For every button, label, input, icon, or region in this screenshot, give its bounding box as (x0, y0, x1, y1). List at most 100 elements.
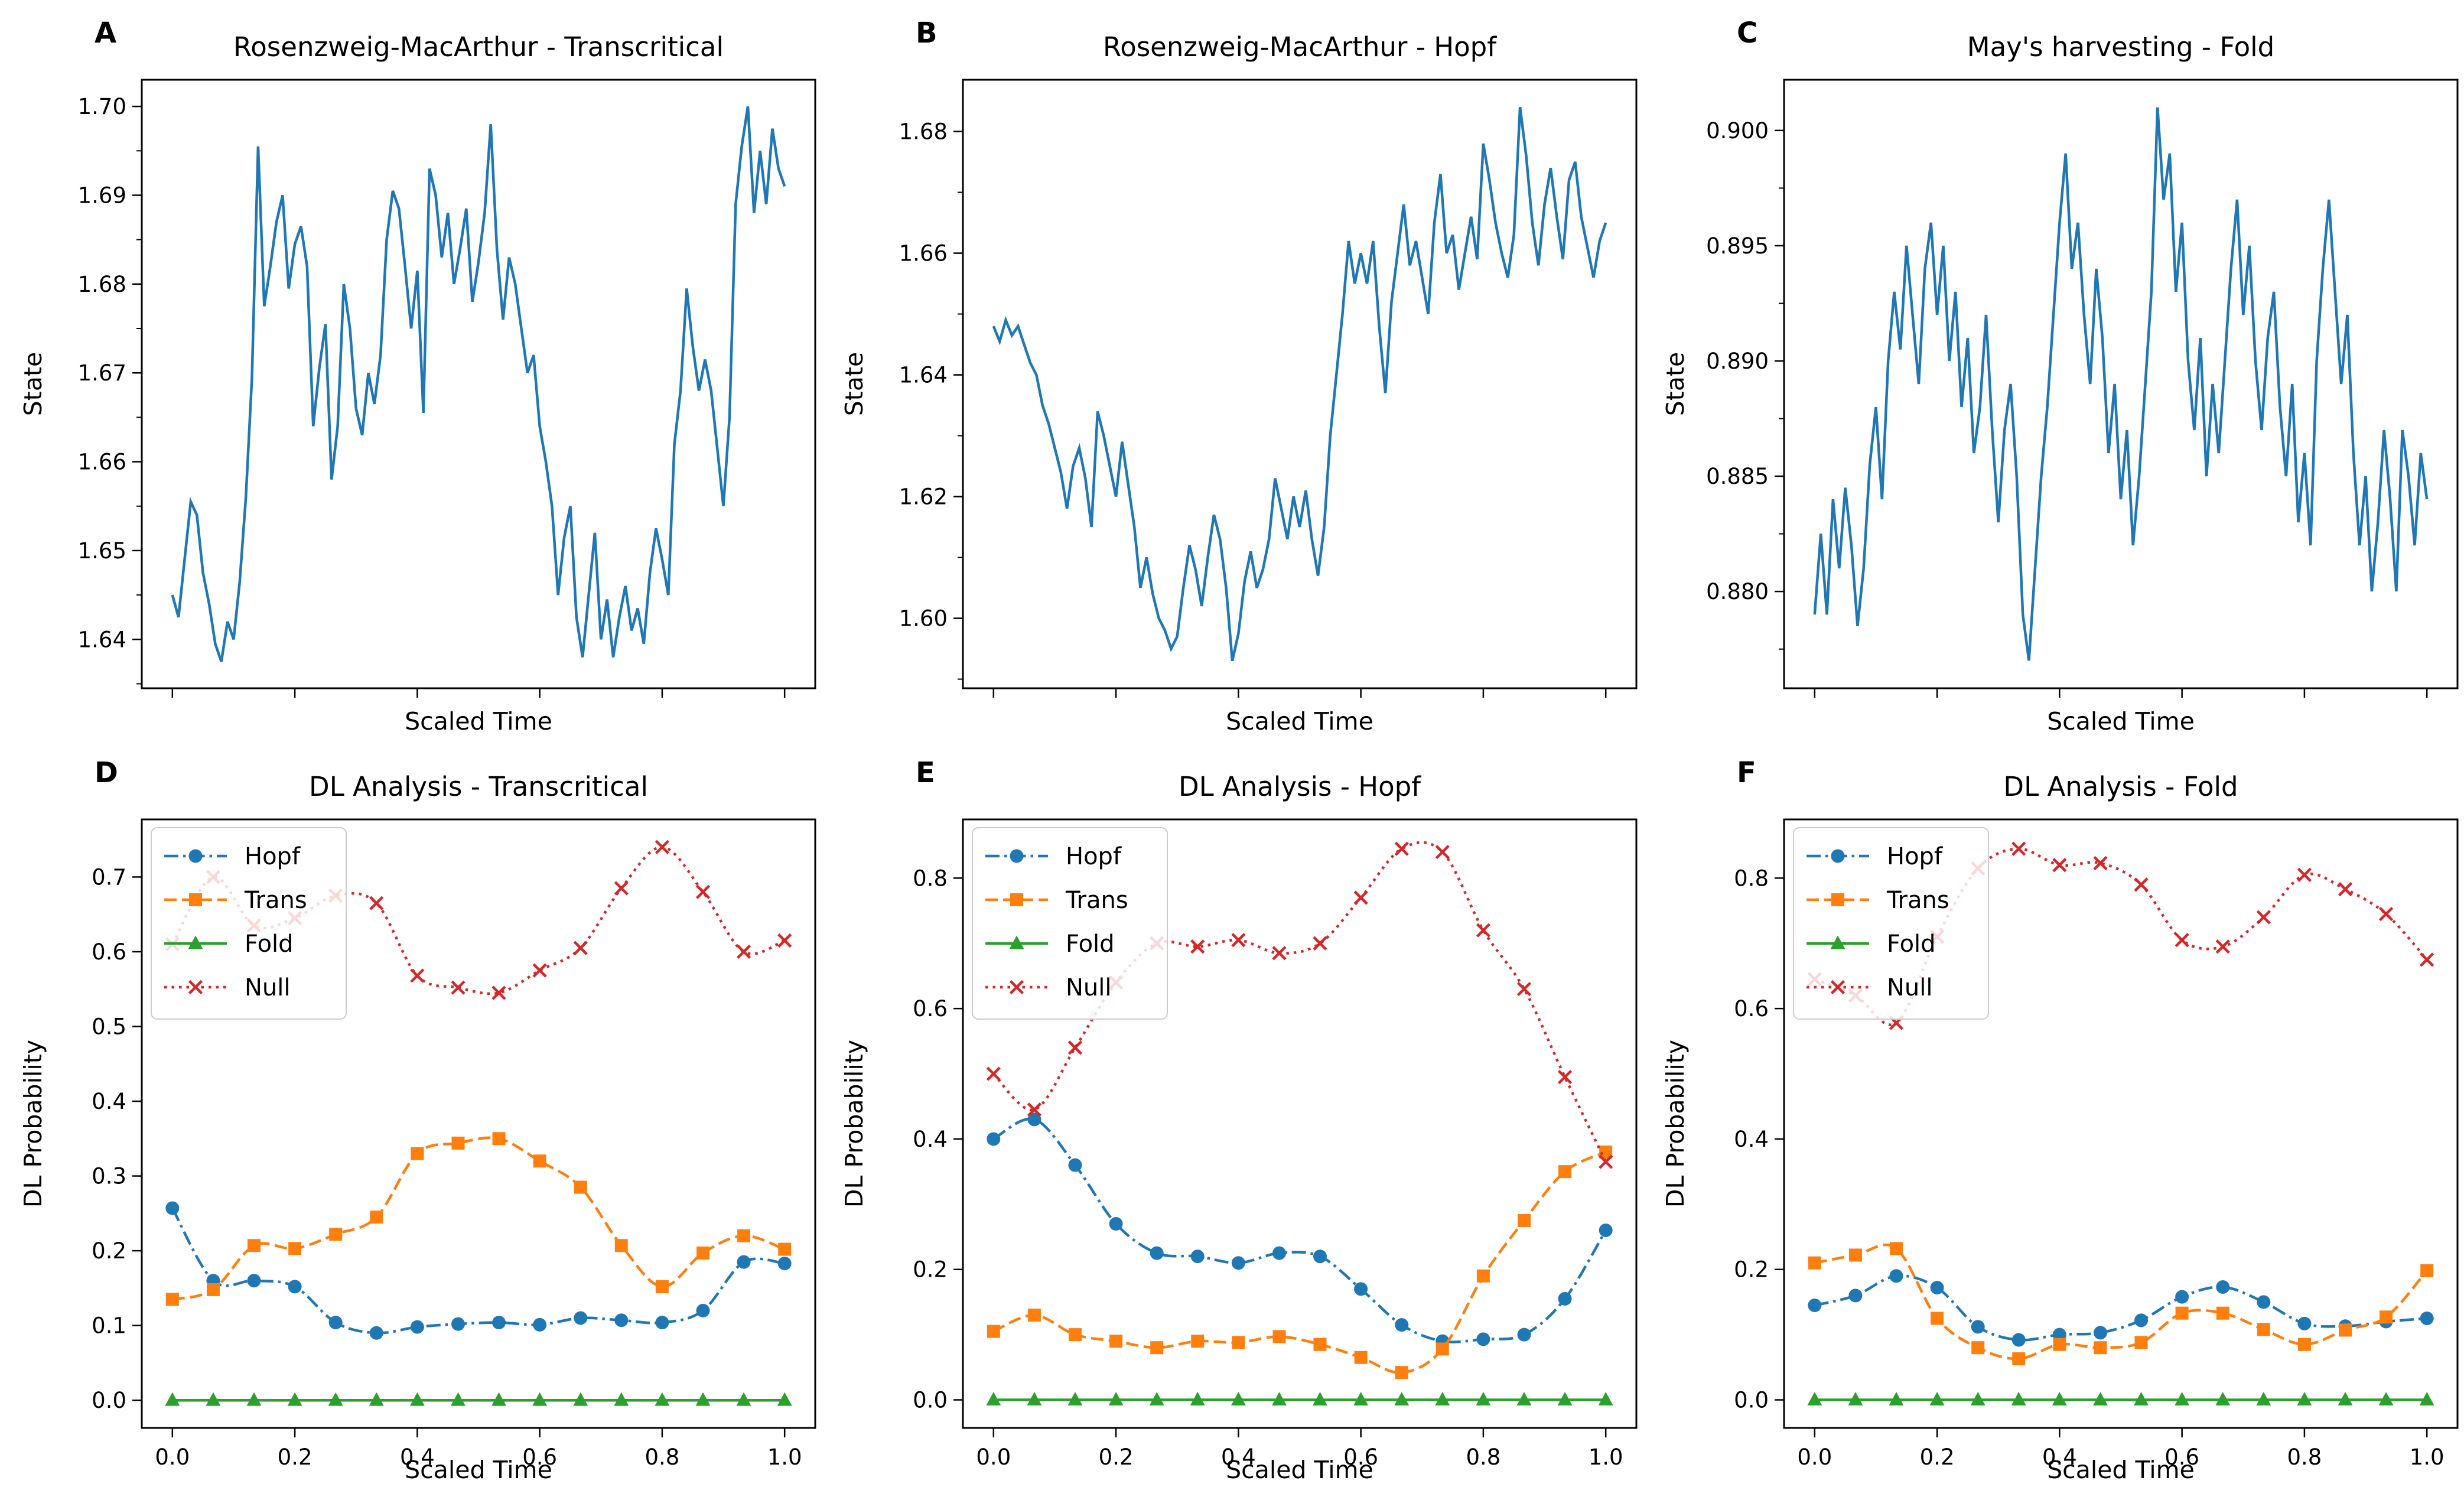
circle-marker (328, 1316, 343, 1330)
x-axis-label: Scaled Time (1226, 707, 1373, 736)
panel-B: B Rosenzweig-MacArthur - Hopf Scaled Tim… (840, 17, 1638, 736)
triangle-marker (1830, 935, 1845, 949)
y-tick-label: 0.1 (92, 1313, 126, 1339)
triangle-marker (328, 1392, 343, 1406)
plot-area: 0.0 0.2 0.4 0.6 0.8 1.0 0.0 0.1 0.2 0.3 0.4 0.5 0.6 0… (92, 818, 816, 1470)
y-tick-label: 0.5 (92, 1014, 126, 1040)
square-marker (1027, 1309, 1041, 1322)
circle-marker (1027, 1112, 1041, 1127)
square-marker (1558, 1165, 1572, 1179)
square-marker (451, 1136, 465, 1150)
square-marker (2257, 1323, 2270, 1336)
x-marker (1557, 1069, 1573, 1085)
x-tick-label: 0.4 (400, 1444, 435, 1470)
triangle-marker (2297, 1392, 2312, 1406)
y-tick-label: 0.4 (1734, 1127, 1769, 1152)
circle-marker (737, 1255, 751, 1269)
circle-marker (1889, 1269, 1903, 1283)
y-tick-label: 1.62 (899, 484, 948, 510)
square-marker (2420, 1264, 2434, 1277)
triangle-marker (1889, 1392, 1904, 1406)
x-marker (695, 884, 711, 899)
triangle-marker (573, 1392, 588, 1406)
panel-title: May's harvesting - Fold (1967, 31, 2274, 63)
square-marker (492, 1132, 506, 1146)
series-markers-trans (987, 1146, 1613, 1379)
circle-marker (574, 1311, 588, 1325)
x-tick-label: 0.2 (1920, 1444, 1955, 1470)
triangle-marker (695, 1392, 711, 1406)
y-axis-label: State (840, 352, 868, 417)
legend-label-fold: Fold (1887, 930, 1936, 958)
y-tick-label: 0.880 (1706, 579, 1769, 604)
series-markers-fold (165, 1392, 792, 1406)
x-marker (986, 1066, 1001, 1081)
circle-marker (288, 1280, 302, 1294)
triangle-marker (1149, 1392, 1164, 1406)
triangle-marker (655, 1392, 670, 1406)
square-marker (1150, 1341, 1164, 1355)
triangle-marker (1271, 1392, 1287, 1406)
triangle-marker (2134, 1392, 2149, 1406)
x-marker (1394, 841, 1409, 856)
square-marker (778, 1242, 792, 1256)
x-tick-label: 0.0 (976, 1444, 1011, 1470)
series-line-null (992, 841, 1607, 1163)
panel-letter: B (916, 17, 938, 50)
plot-area: 0.880 0.885 0.890 0.895 0.900 (1706, 79, 2459, 698)
y-tick-label: 1.68 (78, 272, 126, 297)
triangle-marker (1067, 1392, 1083, 1406)
panel-title: DL Analysis - Transcritical (309, 771, 648, 802)
triangle-marker (165, 1392, 180, 1406)
triangle-marker (206, 1392, 221, 1406)
x-marker (1190, 939, 1205, 954)
circle-marker (987, 1132, 1001, 1146)
series-markers-hopf (987, 1112, 1613, 1348)
triangle-marker (532, 1392, 548, 1406)
square-marker (1931, 1312, 1944, 1325)
series-markers-trans (1808, 1242, 2434, 1365)
y-tick-label: 0.6 (1734, 996, 1769, 1021)
square-marker (614, 1239, 628, 1252)
legend-label-null: Null (1887, 974, 1933, 1001)
legend-label-hopf: Hopf (1066, 843, 1122, 870)
x-tick-label: 0.4 (1221, 1444, 1256, 1470)
square-marker (206, 1283, 220, 1296)
panel-letter: C (1737, 17, 1757, 50)
x-marker (1476, 923, 1491, 938)
x-marker (1067, 1040, 1083, 1055)
square-marker (2012, 1352, 2026, 1365)
panel-E: E DL Analysis - Hopf Scaled Time DL Prob… (840, 756, 1638, 1484)
triangle-marker (2215, 1392, 2231, 1406)
square-marker (655, 1280, 669, 1293)
square-marker (189, 893, 202, 906)
x-marker (655, 840, 670, 854)
series-line-hopf (992, 1117, 1607, 1343)
x-tick-label: 0.8 (1466, 1444, 1500, 1470)
triangle-marker (287, 1392, 302, 1406)
circle-marker (247, 1274, 261, 1288)
y-tick-label: 0.2 (1734, 1257, 1769, 1283)
series-markers-hopf (165, 1201, 792, 1340)
square-marker (1272, 1330, 1286, 1343)
square-marker (1232, 1336, 1245, 1349)
x-marker (1231, 933, 1246, 948)
axes-frame (1783, 818, 2459, 1429)
circle-marker (1109, 1216, 1123, 1231)
square-marker (1889, 1242, 1903, 1255)
circle-marker (2175, 1290, 2189, 1304)
square-marker (165, 1293, 179, 1306)
circle-marker (696, 1303, 710, 1317)
panel-C: C May's harvesting - Fold Scaled Time St… (1661, 17, 2459, 736)
square-marker (1395, 1366, 1408, 1379)
x-marker (1027, 1102, 1042, 1117)
y-tick-label: 0.890 (1706, 349, 1769, 374)
x-marker (2093, 855, 2108, 871)
triangle-marker (2419, 1392, 2434, 1406)
y-tick-label: 0.8 (1734, 865, 1769, 891)
x-marker (2378, 906, 2394, 922)
triangle-marker (2092, 1392, 2108, 1406)
x-marker (1313, 936, 1327, 951)
x-marker (2420, 952, 2434, 967)
